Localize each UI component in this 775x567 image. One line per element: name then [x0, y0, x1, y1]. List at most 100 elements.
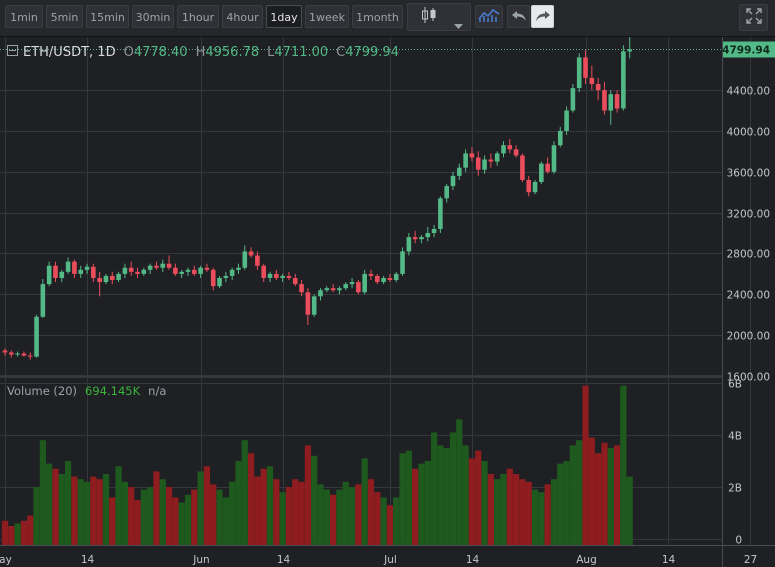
candle-body	[280, 275, 285, 278]
time-tick-label: Aug	[576, 554, 597, 566]
timeframe-15min[interactable]: 15min	[86, 5, 129, 28]
candle-body	[564, 110, 569, 131]
volume-bar	[128, 487, 135, 545]
candle-body	[59, 271, 65, 278]
volume-bar	[588, 437, 595, 545]
volume-bar	[33, 487, 40, 545]
candle-body	[583, 57, 588, 78]
volume-bar	[531, 489, 539, 545]
volume-value: 694.145K	[85, 384, 141, 398]
volume-bar	[323, 489, 330, 545]
close-label: C	[336, 45, 346, 60]
indicators-button[interactable]	[475, 5, 503, 28]
candle-body	[349, 282, 355, 285]
candle-body	[103, 275, 109, 283]
price-chart[interactable]: 1600.00 2000.00 2400.00 2800.00 3200.00 3600.…	[0, 37, 775, 567]
volume-bar	[222, 497, 229, 545]
open-value: 4778.40	[133, 45, 188, 60]
redo-button[interactable]	[531, 5, 554, 28]
candle-body	[192, 269, 197, 274]
timeframe-1hour[interactable]: 1hour	[177, 5, 219, 28]
volume-bar	[285, 487, 293, 545]
candle-body	[255, 255, 260, 266]
timeframe-5min[interactable]: 5min	[46, 5, 83, 28]
collapse-legend-icon[interactable]	[7, 45, 18, 56]
volume-bar	[468, 458, 476, 545]
candle-body	[141, 269, 147, 274]
candle-body	[217, 277, 222, 287]
candle-body	[135, 271, 140, 274]
undo-button[interactable]	[507, 5, 530, 28]
candle-body	[576, 57, 582, 89]
volume-bar	[386, 505, 394, 545]
candle-body	[122, 267, 128, 274]
candle-body	[482, 159, 487, 170]
volume-bar	[317, 484, 324, 545]
candle-body	[614, 94, 620, 109]
volume-bar	[544, 484, 551, 545]
volume-bar	[39, 440, 46, 545]
volume-bar	[582, 385, 589, 545]
candle-body	[368, 273, 374, 276]
candle-body	[318, 290, 323, 297]
redo-icon	[535, 7, 551, 26]
candle-body	[501, 145, 506, 154]
low-value: 4711.00	[274, 45, 329, 60]
candle-body	[343, 284, 349, 289]
candle-body	[173, 267, 178, 274]
volume-bar	[475, 450, 482, 545]
candle-body	[627, 49, 632, 52]
volume-bar	[330, 494, 337, 545]
symbol-label: ETH/USDT, 1D	[23, 45, 116, 60]
volume-bar	[494, 479, 501, 545]
open-label: O	[123, 45, 134, 60]
timeframe-4hour[interactable]: 4hour	[222, 5, 263, 28]
price-tick-label: 3600.00	[727, 168, 770, 180]
volume-bar	[399, 453, 406, 545]
volume-bar	[424, 461, 431, 545]
timeframe-1day[interactable]: 1day	[266, 5, 302, 28]
volume-bar	[229, 481, 236, 545]
volume-extra: n/a	[148, 384, 167, 398]
candle-body	[457, 167, 462, 176]
candle-body	[475, 157, 481, 170]
timeframe-1week[interactable]: 1week	[305, 5, 349, 28]
candle-body	[34, 316, 39, 357]
volume-bar	[462, 445, 469, 545]
timeframe-1min[interactable]: 1min	[5, 5, 43, 28]
candle-body	[204, 267, 210, 270]
candle-body	[602, 90, 607, 111]
dropdown-icon[interactable]	[454, 15, 463, 34]
time-tick-label: Jun	[192, 554, 209, 566]
volume-bar	[197, 471, 204, 545]
volume-bar	[52, 468, 59, 545]
fullscreen-button[interactable]	[739, 4, 768, 31]
candle-body	[450, 175, 456, 187]
volume-bar	[569, 445, 576, 545]
time-tick-label: 14	[662, 554, 676, 566]
price-tick-label: 4400.00	[727, 86, 770, 98]
volume-tick-label: 4B	[728, 431, 742, 443]
volume-bar	[134, 500, 141, 545]
volume-bar	[96, 479, 103, 545]
volume-bar	[247, 453, 255, 545]
volume-bar	[165, 487, 173, 545]
volume-bar	[90, 476, 97, 545]
volume-bar	[456, 419, 463, 545]
volume-bar	[191, 489, 198, 545]
volume-bar	[412, 468, 419, 545]
candle-body	[9, 352, 14, 355]
candle-body	[21, 353, 27, 356]
candle-body	[425, 233, 431, 238]
time-tick-label: 14	[277, 554, 291, 566]
candle-body	[97, 277, 102, 283]
volume-bar	[626, 476, 633, 545]
timeframe-1month[interactable]: 1month	[352, 5, 403, 28]
volume-tick-label: 0	[735, 535, 742, 547]
chart-type-button[interactable]	[407, 3, 471, 31]
volume-bar	[254, 476, 261, 545]
volume-bar	[71, 476, 78, 545]
time-tick-label: ay	[0, 554, 12, 566]
candle-body	[116, 273, 121, 281]
timeframe-30min[interactable]: 30min	[132, 5, 174, 28]
